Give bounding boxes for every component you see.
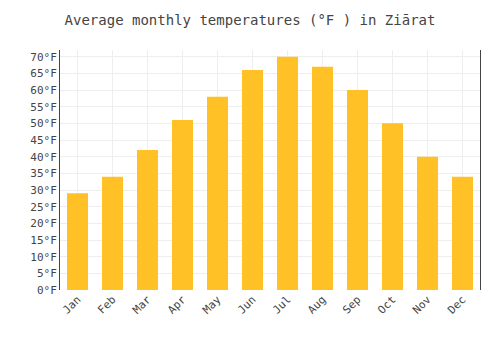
svg-text:10°F: 10°F xyxy=(30,251,57,264)
svg-text:50°F: 50°F xyxy=(30,117,57,130)
svg-text:Jan: Jan xyxy=(60,293,83,316)
svg-text:May: May xyxy=(200,293,224,317)
svg-text:5°F: 5°F xyxy=(37,267,57,280)
svg-text:20°F: 20°F xyxy=(30,217,57,230)
svg-text:65°F: 65°F xyxy=(30,67,57,80)
svg-text:Mar: Mar xyxy=(130,293,154,317)
svg-text:Jul: Jul xyxy=(270,293,293,316)
svg-text:Average monthly temperatures (: Average monthly temperatures (°F ) in Zi… xyxy=(65,12,436,28)
svg-text:25°F: 25°F xyxy=(30,201,57,214)
svg-text:Feb: Feb xyxy=(95,293,118,316)
svg-text:Oct: Oct xyxy=(375,293,398,316)
svg-text:40°F: 40°F xyxy=(30,151,57,164)
svg-text:60°F: 60°F xyxy=(30,84,57,97)
svg-text:70°F: 70°F xyxy=(30,51,57,64)
svg-text:30°F: 30°F xyxy=(30,184,57,197)
svg-text:Sep: Sep xyxy=(340,293,363,316)
svg-text:Jun: Jun xyxy=(235,293,258,316)
svg-text:45°F: 45°F xyxy=(30,134,57,147)
svg-text:Dec: Dec xyxy=(445,293,468,316)
svg-text:55°F: 55°F xyxy=(30,101,57,114)
svg-text:0°F: 0°F xyxy=(37,284,57,297)
svg-text:15°F: 15°F xyxy=(30,234,57,247)
svg-text:Apr: Apr xyxy=(165,293,189,317)
svg-text:35°F: 35°F xyxy=(30,167,57,180)
svg-text:Nov: Nov xyxy=(410,293,434,317)
svg-text:Aug: Aug xyxy=(305,293,328,316)
